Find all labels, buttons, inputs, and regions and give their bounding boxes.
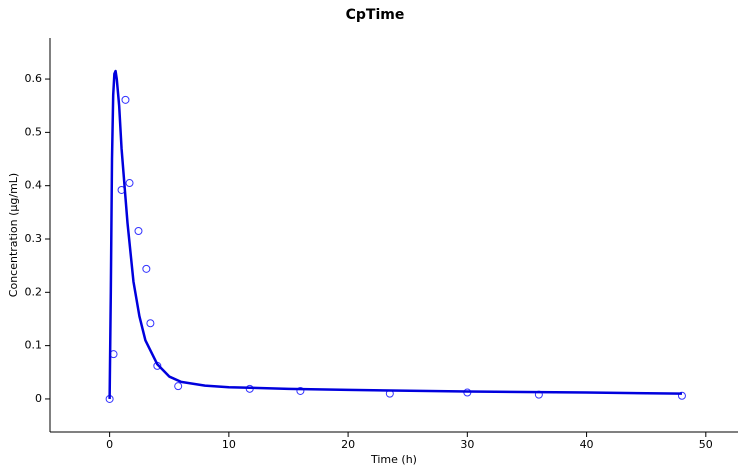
x-tick-label: 50	[699, 438, 713, 451]
data-point	[134, 227, 143, 236]
chart-title: CpTime	[346, 7, 405, 23]
fit-line	[108, 69, 682, 399]
y-tick-label: 0.4	[25, 179, 43, 192]
y-tick-label: 0.2	[25, 285, 43, 298]
y-tick-label: 0.6	[25, 72, 43, 85]
x-tick-label: 40	[580, 438, 594, 451]
data-point	[125, 179, 134, 188]
data-point	[121, 95, 130, 104]
y-tick-label: 0.3	[25, 232, 43, 245]
x-tick-label: 0	[106, 438, 113, 451]
data-point	[146, 319, 155, 328]
data-point	[677, 391, 686, 400]
x-tick-label: 20	[341, 438, 355, 451]
data-point	[174, 382, 183, 391]
y-axis-label: Concentration (µg/mL)	[7, 173, 20, 297]
y-tick-label: 0.1	[25, 339, 43, 352]
data-point	[296, 386, 305, 395]
data-point	[142, 264, 151, 273]
x-axis-label: Time (h)	[370, 453, 417, 466]
x-tick-label: 10	[222, 438, 236, 451]
x-tick-label: 30	[460, 438, 474, 451]
y-tick-label: 0	[35, 392, 42, 405]
y-tick-label: 0.5	[25, 125, 43, 138]
